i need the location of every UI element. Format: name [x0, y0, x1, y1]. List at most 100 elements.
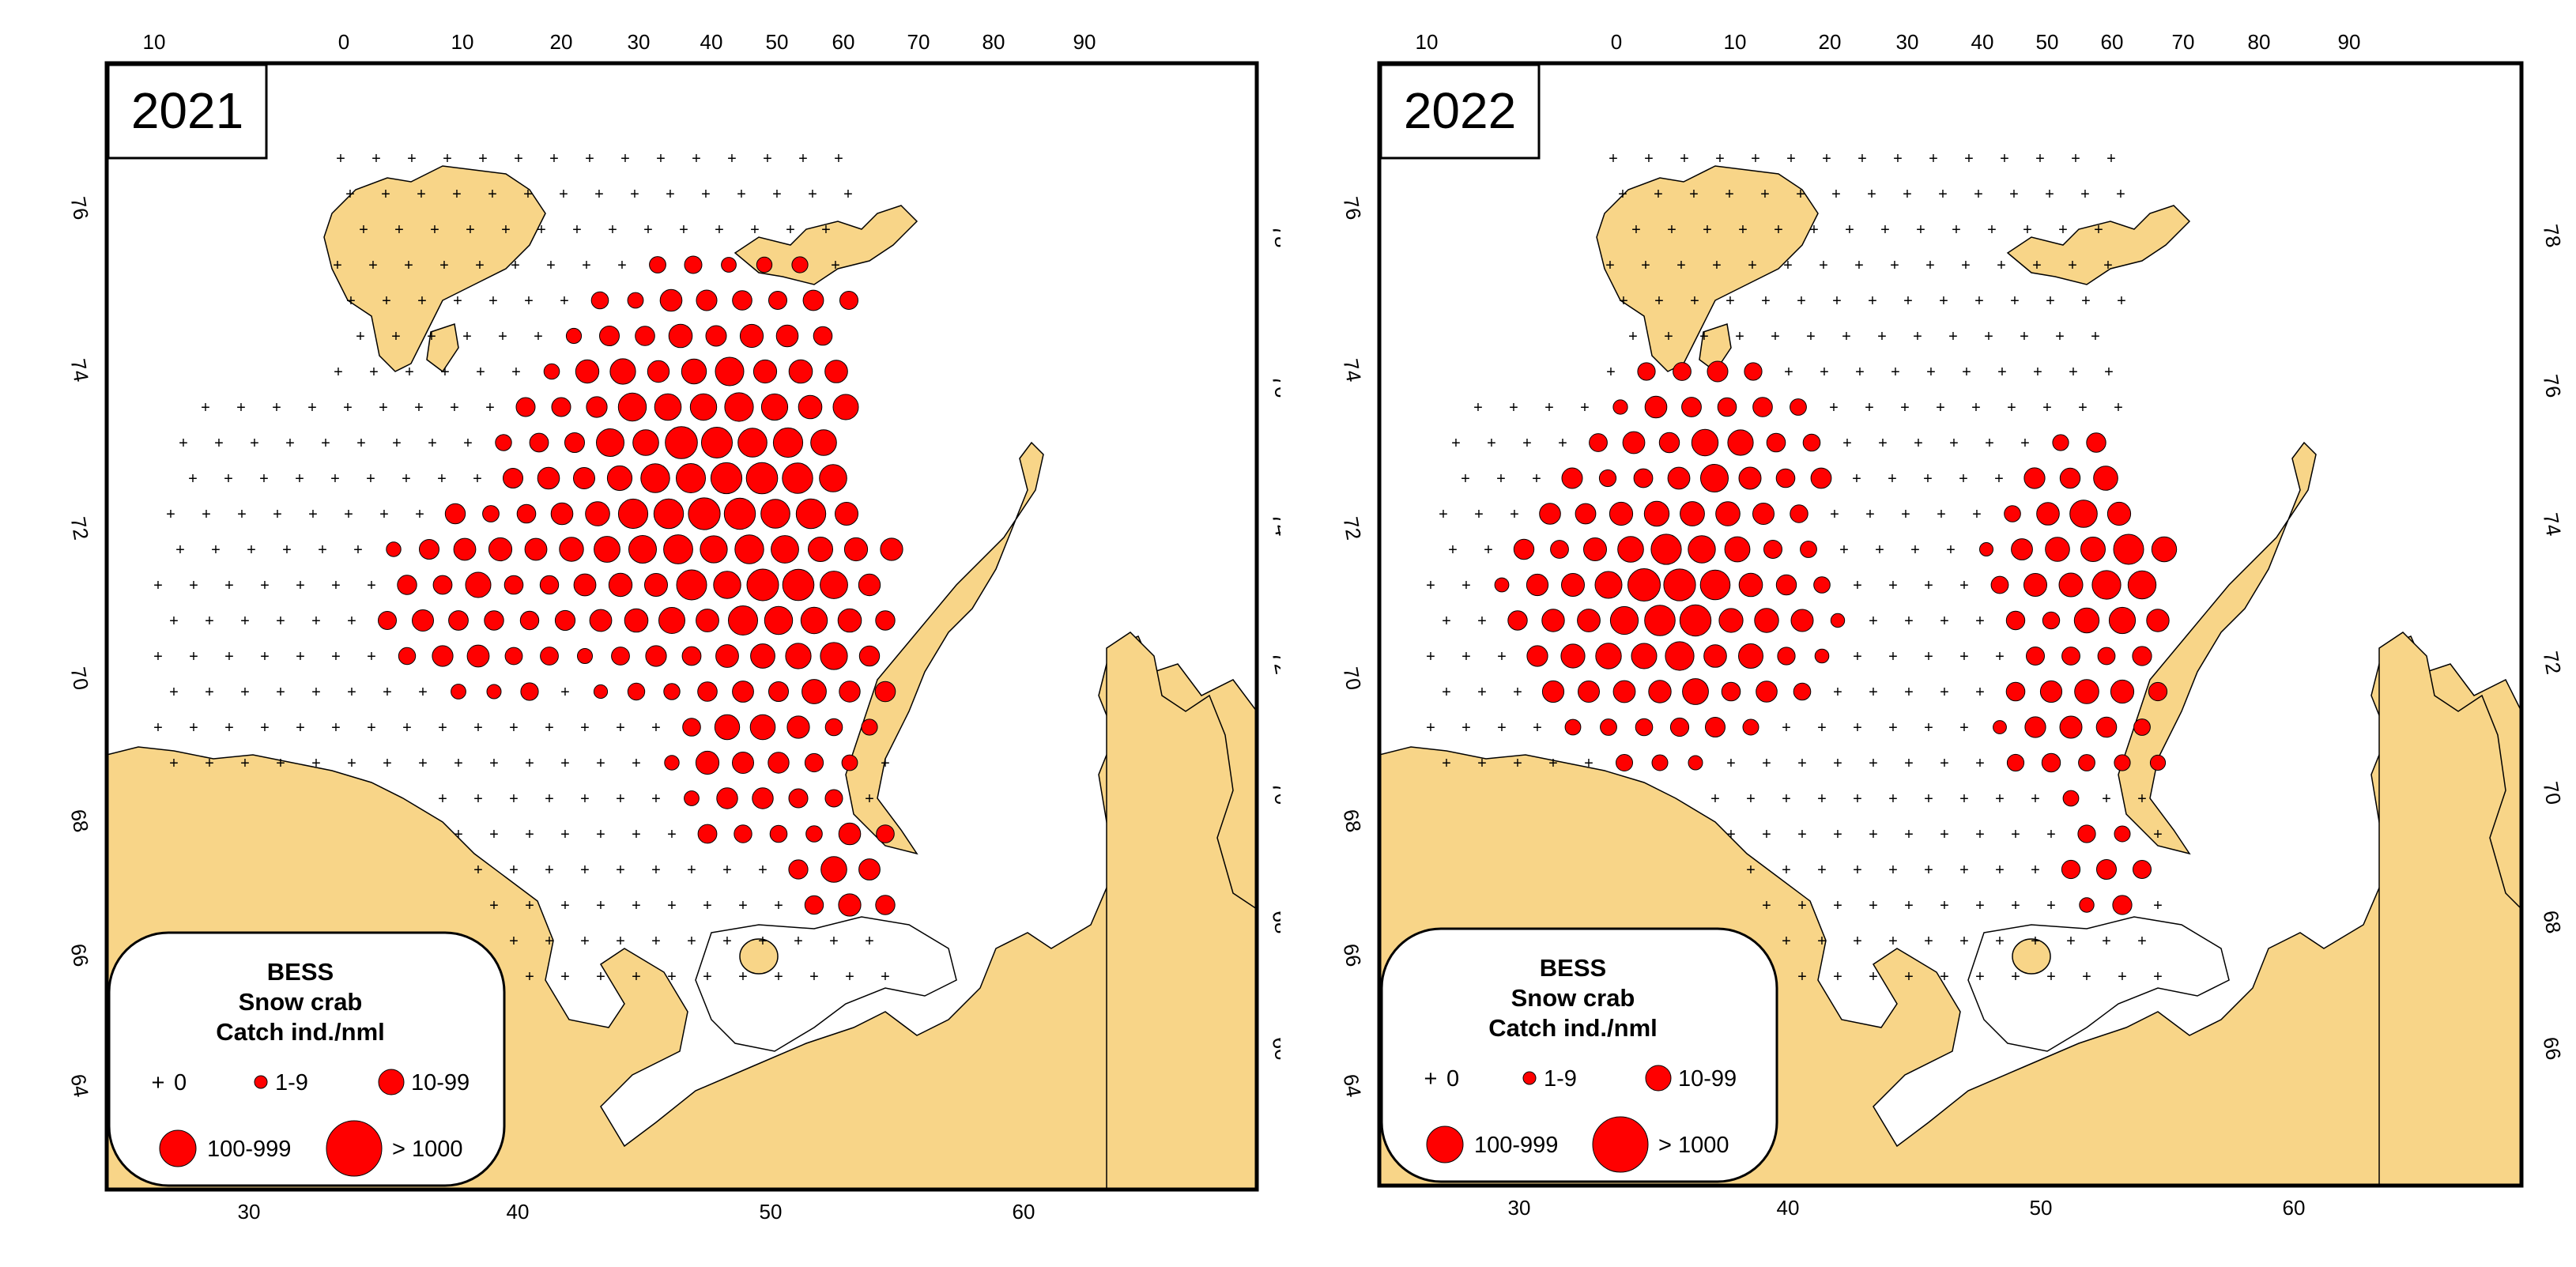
left-tick: 72: [1339, 515, 1367, 542]
zero-catch-marker: +: [2007, 399, 2016, 417]
zero-catch-marker: +: [259, 470, 269, 488]
catch-marker: [760, 393, 789, 421]
catch-marker: [632, 429, 659, 456]
zero-catch-marker: +: [1964, 150, 1974, 168]
catch-marker: [1595, 643, 1622, 669]
legend-class-0: 0: [174, 1070, 187, 1095]
zero-catch-marker: +: [616, 933, 625, 950]
zero-catch-marker: +: [318, 541, 327, 559]
zero-catch-marker: +: [296, 577, 305, 594]
zero-catch-marker: +: [1664, 328, 1673, 345]
zero-catch-marker: +: [1995, 933, 2005, 950]
zero-catch-marker: +: [1948, 328, 1958, 345]
zero-catch-marker: +: [560, 897, 570, 914]
catch-marker: [2096, 859, 2117, 880]
zero-catch-marker: +: [321, 435, 330, 452]
left-tick: 68: [1339, 808, 1367, 835]
catch-marker: [593, 684, 609, 699]
zero-catch-marker: +: [651, 719, 661, 737]
zero-catch-marker: +: [1959, 719, 1969, 737]
catch-marker: [819, 464, 847, 492]
catch-marker: [737, 428, 768, 458]
zero-catch-marker: +: [1853, 719, 1862, 737]
catch-marker: [1752, 397, 1773, 417]
zero-catch-marker: +: [1606, 364, 1616, 381]
zero-catch-marker: +: [346, 292, 356, 310]
zero-catch-marker: +: [260, 648, 270, 666]
zero-catch-marker: +: [440, 364, 450, 381]
zero-catch-marker: +: [666, 186, 675, 203]
left-ticks: 76 74 72 70 68 66 64: [66, 195, 94, 1099]
zero-catch-marker: +: [205, 684, 214, 701]
zero-catch-marker: +: [1888, 933, 1898, 950]
catch-marker: [644, 573, 668, 597]
catch-marker: [739, 323, 764, 349]
zero-catch-marker: +: [1762, 897, 1771, 914]
zero-catch-marker: +: [509, 862, 519, 879]
catch-marker: [1612, 399, 1628, 415]
zero-catch-marker: +: [240, 684, 250, 701]
bjornoya: [1699, 323, 1732, 373]
catch-marker: [1990, 575, 2009, 594]
zero-catch-marker: +: [489, 755, 499, 772]
zero-catch-marker: +: [473, 862, 483, 879]
catch-marker: [488, 537, 513, 562]
catch-marker: [540, 647, 559, 666]
catch-marker: [732, 681, 754, 703]
catch-marker: [565, 327, 583, 345]
catch-marker: [785, 643, 812, 669]
zero-catch-marker: +: [2033, 364, 2042, 381]
zero-catch-marker: +: [331, 719, 341, 737]
year-label: 2022: [1404, 82, 1516, 139]
catch-marker: [775, 324, 799, 348]
zero-catch-marker: +: [236, 399, 246, 417]
zero-catch-marker: +: [368, 257, 378, 274]
zero-catch-marker: +: [2042, 399, 2052, 417]
zero-catch-marker: +: [865, 933, 874, 950]
zero-catch-marker: +: [580, 719, 590, 737]
catch-marker: [663, 683, 681, 700]
top-tick: 90: [2338, 30, 2361, 54]
zero-catch-marker: +: [1726, 826, 1736, 843]
catch-marker: [1561, 573, 1585, 597]
zero-catch-marker: +: [1797, 968, 1807, 986]
catch-marker: [564, 432, 585, 453]
zero-catch-marker: +: [1833, 755, 1842, 772]
zero-catch-marker: +: [1900, 399, 1910, 417]
top-tick: 0: [338, 30, 349, 54]
zero-catch-marker: +: [1782, 719, 1791, 737]
zero-catch-marker: +: [205, 613, 214, 630]
zero-catch-marker: +: [211, 541, 221, 559]
zero-catch-marker: +: [1513, 684, 1522, 701]
zero-catch-marker: +: [153, 577, 163, 594]
zero-catch-marker: +: [402, 470, 411, 488]
catch-marker: [1594, 571, 1623, 599]
zero-catch-marker: +: [237, 506, 247, 523]
zero-catch-marker: +: [2116, 186, 2125, 203]
zero-catch-marker: +: [1901, 506, 1910, 523]
zero-catch-marker: +: [2081, 292, 2091, 310]
zero-catch-marker: +: [153, 719, 163, 737]
catch-marker: [1612, 680, 1636, 703]
zero-catch-marker: +: [224, 470, 233, 488]
catch-marker: [495, 434, 512, 451]
right-tick: 70: [1268, 780, 1280, 807]
zero-catch-marker: +: [1858, 150, 1867, 168]
catch-marker: [695, 750, 720, 775]
zero-catch-marker: +: [608, 221, 617, 239]
zero-catch-marker: +: [616, 862, 625, 879]
catch-marker: [516, 503, 537, 524]
catch-marker: [721, 257, 737, 273]
zero-catch-marker: +: [1667, 221, 1676, 239]
catch-marker: [813, 326, 833, 346]
right-tick: 72: [2539, 650, 2567, 677]
zero-catch-marker: +: [1975, 968, 1985, 986]
top-tick: 70: [2172, 30, 2195, 54]
zero-catch-marker: +: [353, 541, 363, 559]
catch-marker: [772, 427, 804, 458]
zero-catch-marker: +: [1817, 719, 1827, 737]
zero-catch-marker: +: [881, 755, 890, 772]
zero-catch-marker: +: [1797, 826, 1807, 843]
zero-catch-marker: +: [701, 186, 711, 203]
zero-catch-marker: +: [1762, 755, 1771, 772]
